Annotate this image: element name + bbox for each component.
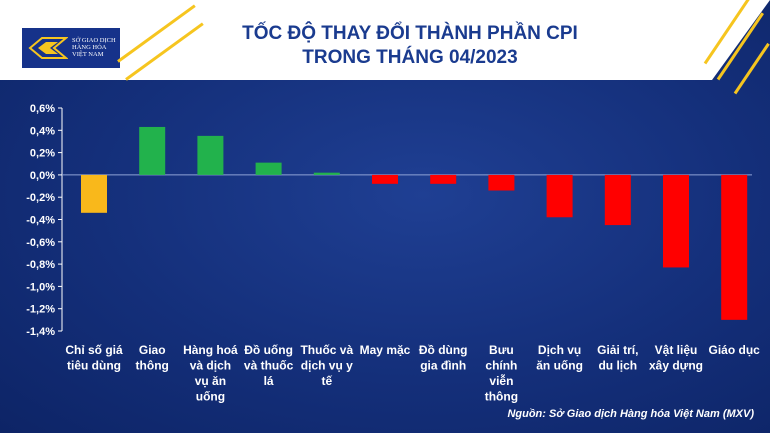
y-tick-label: -1,4% — [26, 326, 55, 338]
category-label: May mặc — [360, 343, 411, 357]
logo-text-line3: VIỆT NAM — [72, 51, 104, 58]
y-tick-label: 0,4% — [30, 125, 55, 137]
category-label-line: viễn — [489, 373, 513, 388]
category-label-line: May mặc — [360, 343, 411, 357]
logo-icon — [28, 37, 68, 59]
bar — [663, 174, 689, 268]
category-label-line: gia đình — [420, 359, 466, 373]
category-label-line: chính — [485, 359, 517, 373]
logo: SỞ GIAO DỊCH HÀNG HÓA VIỆT NAM — [22, 28, 120, 68]
category-label-line: lá — [264, 374, 274, 388]
category-label-line: tiêu dùng — [67, 359, 121, 373]
category-label-line: xây dựng — [649, 359, 703, 373]
header-band — [0, 0, 770, 80]
category-label-line: uống — [196, 390, 225, 404]
category-label-line: Chỉ số giá — [65, 343, 123, 357]
category-label: Dịch vụ ăn uống — [536, 343, 583, 373]
category-label-line: thông — [136, 359, 169, 373]
category-label-line: Giải trí, — [597, 343, 638, 357]
category-label-line: Giáo dục — [709, 343, 761, 357]
y-tick-label: -0,6% — [26, 237, 55, 249]
title-line-1: TỐC ĐỘ THAY ĐỔI THÀNH PHẦN CPI — [242, 23, 578, 44]
logo-text-line1: SỞ GIAO DỊCH — [72, 37, 116, 44]
category-label-line: thông — [485, 390, 518, 404]
y-tick-label: -1,0% — [26, 281, 55, 293]
y-tick-label: 0,6% — [30, 103, 55, 115]
y-tick-label: -0,2% — [26, 192, 55, 204]
logo-text: SỞ GIAO DỊCH HÀNG HÓA VIỆT NAM — [72, 37, 116, 58]
category-label-line: dịch vụ y — [301, 359, 353, 373]
bar — [546, 174, 573, 218]
category-label: Hàng hoá và dịch vụ ăn uống — [183, 343, 238, 404]
page-title: TỐC ĐỘ THAY ĐỔI THÀNH PHẦN CPI TRONG THÁ… — [170, 22, 650, 70]
bar — [255, 162, 282, 175]
category-label-line: Dịch vụ — [538, 343, 581, 357]
y-tick-label: 0,2% — [30, 148, 55, 160]
title-line-2: TRONG THÁNG 04/2023 — [302, 47, 518, 68]
category-label-line: Bưu — [489, 343, 514, 357]
bar — [372, 174, 398, 184]
category-label: Giao thông — [136, 343, 169, 373]
category-label-line: du lịch — [598, 359, 637, 373]
category-label-line: Giao — [139, 343, 166, 357]
category-label-line: Đồ dùng — [419, 343, 468, 357]
category-label-line: Thuốc và — [300, 343, 353, 357]
bar — [81, 174, 107, 213]
bar — [488, 174, 515, 191]
bar — [139, 126, 166, 175]
y-tick-label: -0,8% — [26, 259, 55, 271]
bar — [430, 174, 457, 184]
category-label: Vật liệu xây dựng — [649, 343, 703, 373]
category-label-line: và thuốc — [244, 359, 294, 373]
y-tick-label: 0,0% — [30, 170, 55, 182]
category-label-line: Hàng hoá — [183, 343, 238, 357]
category-label: Bưu chính viễn thông — [485, 343, 518, 404]
source-note: Nguồn: Sở Giao dịch Hàng hóa Việt Nam (M… — [507, 408, 754, 420]
bar — [604, 174, 631, 226]
logo-text-line2: HÀNG HÓA — [72, 44, 107, 51]
bar — [197, 135, 224, 175]
category-label: Đồ dùng gia đình — [419, 343, 468, 373]
bar — [721, 174, 748, 320]
category-label-line: tế — [321, 374, 332, 388]
category-label: Đồ uống và thuốc lá — [244, 343, 294, 388]
bar — [313, 172, 340, 175]
category-label-line: và dịch — [190, 359, 231, 373]
y-tick-label: -1,2% — [26, 304, 55, 316]
category-label: Giáo dục — [709, 343, 761, 357]
category-label-line: Vật liệu — [655, 343, 698, 357]
category-label-line: Đồ uống — [244, 343, 293, 357]
category-label: Chỉ số giá tiêu dùng — [65, 343, 123, 373]
category-label: Thuốc và dịch vụ y tế — [300, 343, 353, 388]
y-tick-label: -0,4% — [26, 215, 55, 227]
category-label: Giải trí, du lịch — [597, 343, 638, 373]
category-label-line: ăn uống — [536, 359, 583, 373]
category-label-line: vụ ăn — [195, 374, 226, 388]
